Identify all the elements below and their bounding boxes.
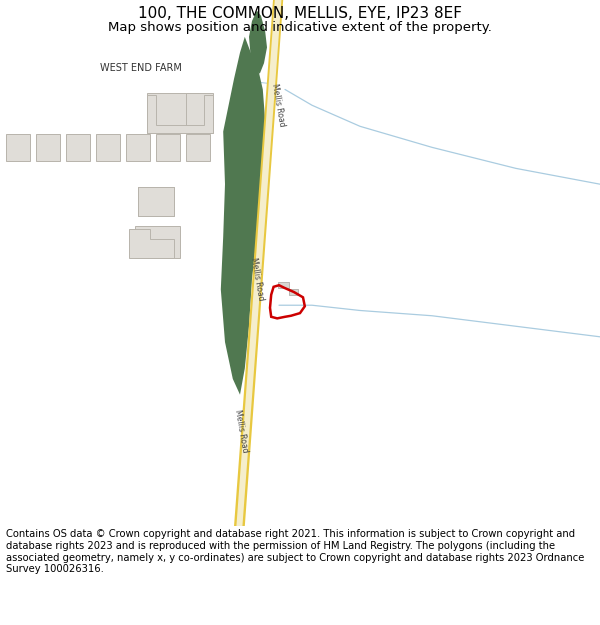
Polygon shape: [129, 229, 174, 258]
Bar: [186, 93, 213, 132]
Polygon shape: [234, 0, 283, 526]
Bar: [36, 134, 60, 161]
Bar: [96, 134, 120, 161]
Bar: [138, 187, 174, 216]
Bar: [138, 187, 174, 216]
Polygon shape: [147, 95, 213, 132]
Text: Mellis Road: Mellis Road: [269, 83, 286, 127]
Bar: [147, 93, 198, 132]
Polygon shape: [249, 11, 267, 74]
Bar: [135, 226, 180, 258]
Bar: [289, 289, 298, 295]
Bar: [186, 134, 210, 161]
Text: Mellis Road: Mellis Road: [233, 409, 250, 454]
Bar: [278, 282, 289, 288]
Text: 100, THE COMMON, MELLIS, EYE, IP23 8EF: 100, THE COMMON, MELLIS, EYE, IP23 8EF: [138, 6, 462, 21]
Bar: [66, 134, 90, 161]
Polygon shape: [236, 0, 281, 526]
Polygon shape: [221, 37, 265, 395]
Text: Map shows position and indicative extent of the property.: Map shows position and indicative extent…: [108, 21, 492, 34]
Text: WEST END FARM: WEST END FARM: [100, 63, 182, 73]
Bar: [156, 134, 180, 161]
Text: Mellis Road: Mellis Road: [248, 257, 265, 301]
Text: Contains OS data © Crown copyright and database right 2021. This information is : Contains OS data © Crown copyright and d…: [6, 529, 584, 574]
Bar: [6, 134, 30, 161]
Bar: [126, 134, 150, 161]
